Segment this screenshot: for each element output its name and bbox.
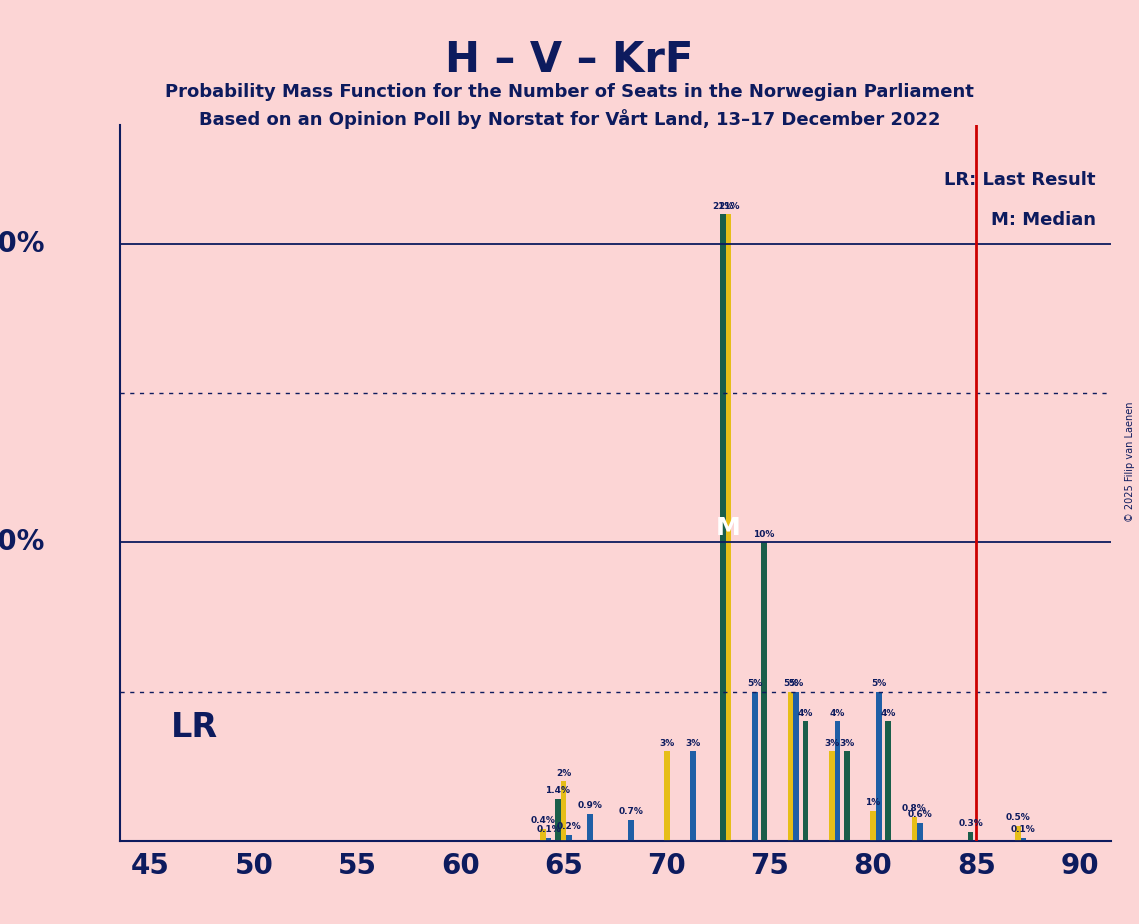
Text: H – V – KrF: H – V – KrF — [445, 39, 694, 80]
Text: 0.9%: 0.9% — [577, 801, 603, 810]
Bar — [555, 799, 560, 841]
Bar — [968, 832, 974, 841]
Bar — [690, 751, 696, 841]
Bar — [870, 811, 876, 841]
Text: 3%: 3% — [686, 739, 700, 748]
Bar — [829, 751, 835, 841]
Text: LR: Last Result: LR: Last Result — [944, 171, 1096, 189]
Text: 5%: 5% — [788, 679, 804, 688]
Text: 0.2%: 0.2% — [557, 822, 582, 832]
Text: Probability Mass Function for the Number of Seats in the Norwegian Parliament: Probability Mass Function for the Number… — [165, 83, 974, 101]
Text: 5%: 5% — [747, 679, 763, 688]
Text: 0.6%: 0.6% — [908, 810, 933, 820]
Text: 4%: 4% — [797, 709, 813, 718]
Bar — [844, 751, 850, 841]
Bar — [587, 814, 592, 841]
Bar — [664, 751, 670, 841]
Text: 20%: 20% — [0, 230, 46, 258]
Text: 2%: 2% — [556, 769, 571, 778]
Bar — [794, 692, 800, 841]
Text: © 2025 Filip van Laenen: © 2025 Filip van Laenen — [1125, 402, 1134, 522]
Bar — [761, 542, 767, 841]
Bar — [1021, 838, 1026, 841]
Bar — [876, 692, 882, 841]
Text: 4%: 4% — [880, 709, 895, 718]
Text: 21%: 21% — [718, 201, 739, 211]
Bar — [546, 838, 551, 841]
Bar — [885, 722, 891, 841]
Bar — [726, 214, 731, 841]
Text: 1.4%: 1.4% — [546, 786, 571, 796]
Bar — [560, 781, 566, 841]
Bar — [1015, 826, 1021, 841]
Text: 5%: 5% — [782, 679, 798, 688]
Text: 3%: 3% — [825, 739, 839, 748]
Bar — [629, 820, 634, 841]
Bar — [835, 722, 841, 841]
Bar — [566, 835, 572, 841]
Text: 10%: 10% — [753, 529, 775, 539]
Text: 0.4%: 0.4% — [531, 816, 555, 825]
Text: 10%: 10% — [0, 529, 46, 556]
Text: 5%: 5% — [871, 679, 886, 688]
Text: 0.5%: 0.5% — [1006, 813, 1030, 822]
Text: 1%: 1% — [866, 798, 880, 808]
Bar — [752, 692, 757, 841]
Text: 0.1%: 0.1% — [536, 825, 562, 834]
Text: M: M — [716, 516, 741, 540]
Text: 4%: 4% — [830, 709, 845, 718]
Bar — [720, 214, 726, 841]
Bar — [803, 722, 809, 841]
Text: LR: LR — [171, 711, 219, 744]
Text: 0.1%: 0.1% — [1011, 825, 1035, 834]
Text: 3%: 3% — [839, 739, 854, 748]
Bar — [917, 823, 923, 841]
Text: Based on an Opinion Poll by Norstat for Vårt Land, 13–17 December 2022: Based on an Opinion Poll by Norstat for … — [198, 109, 941, 129]
Bar — [911, 817, 917, 841]
Bar — [540, 829, 546, 841]
Bar — [788, 692, 794, 841]
Text: 0.3%: 0.3% — [958, 820, 983, 828]
Text: M: Median: M: Median — [991, 211, 1096, 228]
Text: 21%: 21% — [712, 201, 734, 211]
Text: 0.7%: 0.7% — [618, 808, 644, 817]
Text: 0.8%: 0.8% — [902, 805, 927, 813]
Text: 3%: 3% — [659, 739, 674, 748]
